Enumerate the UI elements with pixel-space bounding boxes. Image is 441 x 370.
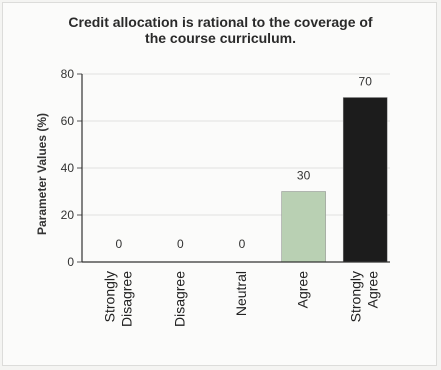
y-tick-label: 20: [61, 208, 75, 222]
x-category-label-line: Strongly: [101, 271, 117, 322]
x-category-label: Strongly Agree: [348, 271, 381, 323]
y-tick-label: 0: [67, 255, 74, 269]
data-label: 0: [115, 237, 122, 251]
bar-strongly-agree: [342, 97, 388, 263]
chart-title-line-1: Credit allocation is rational to the cov…: [68, 14, 373, 30]
x-category-label: Strongly Disagree: [101, 271, 134, 327]
x-category-label-line: Neutral: [233, 271, 249, 316]
x-category-label: Neutral: [233, 271, 249, 316]
x-category-label-line: Disagree: [118, 271, 134, 327]
y-tick-label: 80: [61, 67, 75, 81]
data-label: 30: [297, 169, 311, 183]
x-category-label-line: Disagree: [171, 271, 187, 327]
data-label: 70: [359, 75, 373, 89]
x-category-label-line: Agree: [365, 271, 381, 309]
chart-title: Credit allocation is rational to the cov…: [0, 14, 441, 46]
chart-title-line-2: the course curriculum.: [145, 30, 296, 46]
x-category-label-line: Strongly: [348, 271, 364, 322]
y-axis-title: Parameter Values (%): [35, 113, 49, 235]
bar-agree: [281, 191, 326, 263]
x-category-label-line: Agree: [295, 271, 311, 309]
data-label: 0: [177, 237, 184, 251]
x-category-label: Disagree: [171, 271, 187, 327]
y-tick-label: 60: [61, 114, 75, 128]
data-label: 0: [239, 237, 246, 251]
y-tick-label: 40: [61, 161, 75, 175]
x-category-label: Agree: [295, 271, 311, 309]
